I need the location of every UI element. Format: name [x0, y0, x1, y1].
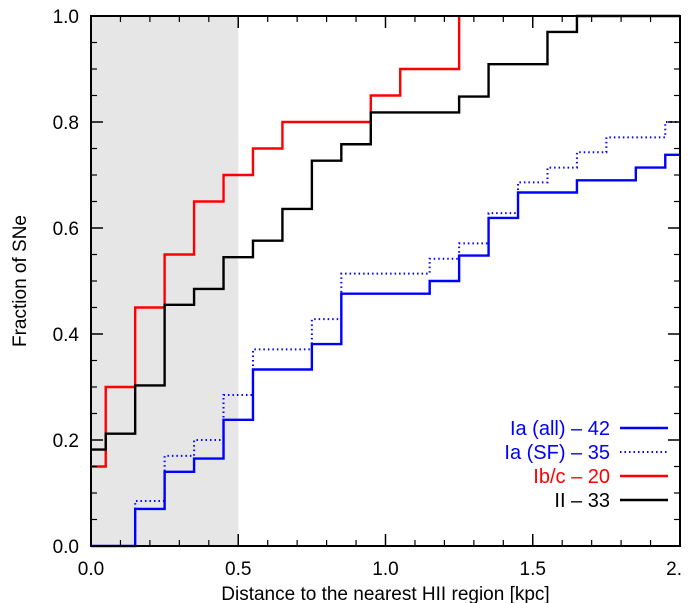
x-tick-label: 0.5 — [225, 559, 251, 580]
series-line-0 — [91, 153, 680, 548]
y-axis-label: Fraction of SNe — [10, 215, 31, 347]
y-tick-label: 1.0 — [53, 7, 79, 28]
legend-label: Ib/c – 20 — [533, 466, 610, 488]
series-line-3 — [91, 14, 680, 451]
ticks-layer: 0.0 0.5 1.0 1.5 2. 0.0 0.2 0.4 0.6 0.8 1.0 — [53, 7, 682, 580]
x-tick-label: 0.0 — [78, 559, 104, 580]
series-line-1 — [91, 107, 681, 547]
legend-label: Ia (all) – 42 — [510, 418, 610, 440]
y-tick-label: 0.8 — [53, 113, 79, 134]
legend-label: Ia (SF) – 35 — [504, 442, 610, 464]
y-tick-label: 0.0 — [53, 537, 79, 558]
x-axis-label: Distance to the nearest HII region [kpc] — [221, 584, 549, 603]
series-layer — [91, 14, 681, 548]
y-tick-label: 0.2 — [53, 431, 79, 452]
x-tick-label: 1.0 — [372, 559, 398, 580]
y-tick-label: 0.4 — [53, 325, 80, 346]
series-line-2 — [91, 16, 461, 468]
x-tick-label: 2. — [666, 559, 682, 580]
x-tick-label: 1.5 — [520, 559, 546, 580]
legend-label: II – 33 — [554, 490, 610, 512]
y-tick-label: 0.6 — [53, 219, 79, 240]
